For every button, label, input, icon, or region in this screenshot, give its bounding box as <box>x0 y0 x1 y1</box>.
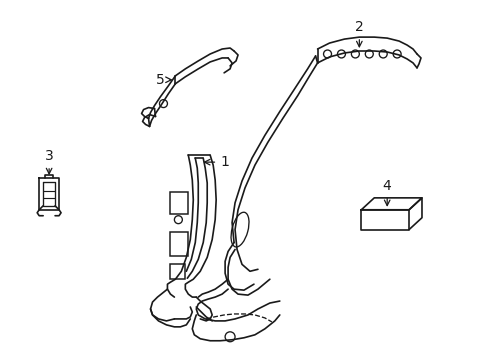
Text: 5: 5 <box>155 73 171 87</box>
Text: 2: 2 <box>354 20 363 47</box>
Bar <box>170 231 188 256</box>
Bar <box>170 264 185 279</box>
Text: 3: 3 <box>44 149 53 174</box>
Text: 4: 4 <box>382 179 391 206</box>
Bar <box>170 192 188 214</box>
Text: 1: 1 <box>204 155 228 169</box>
